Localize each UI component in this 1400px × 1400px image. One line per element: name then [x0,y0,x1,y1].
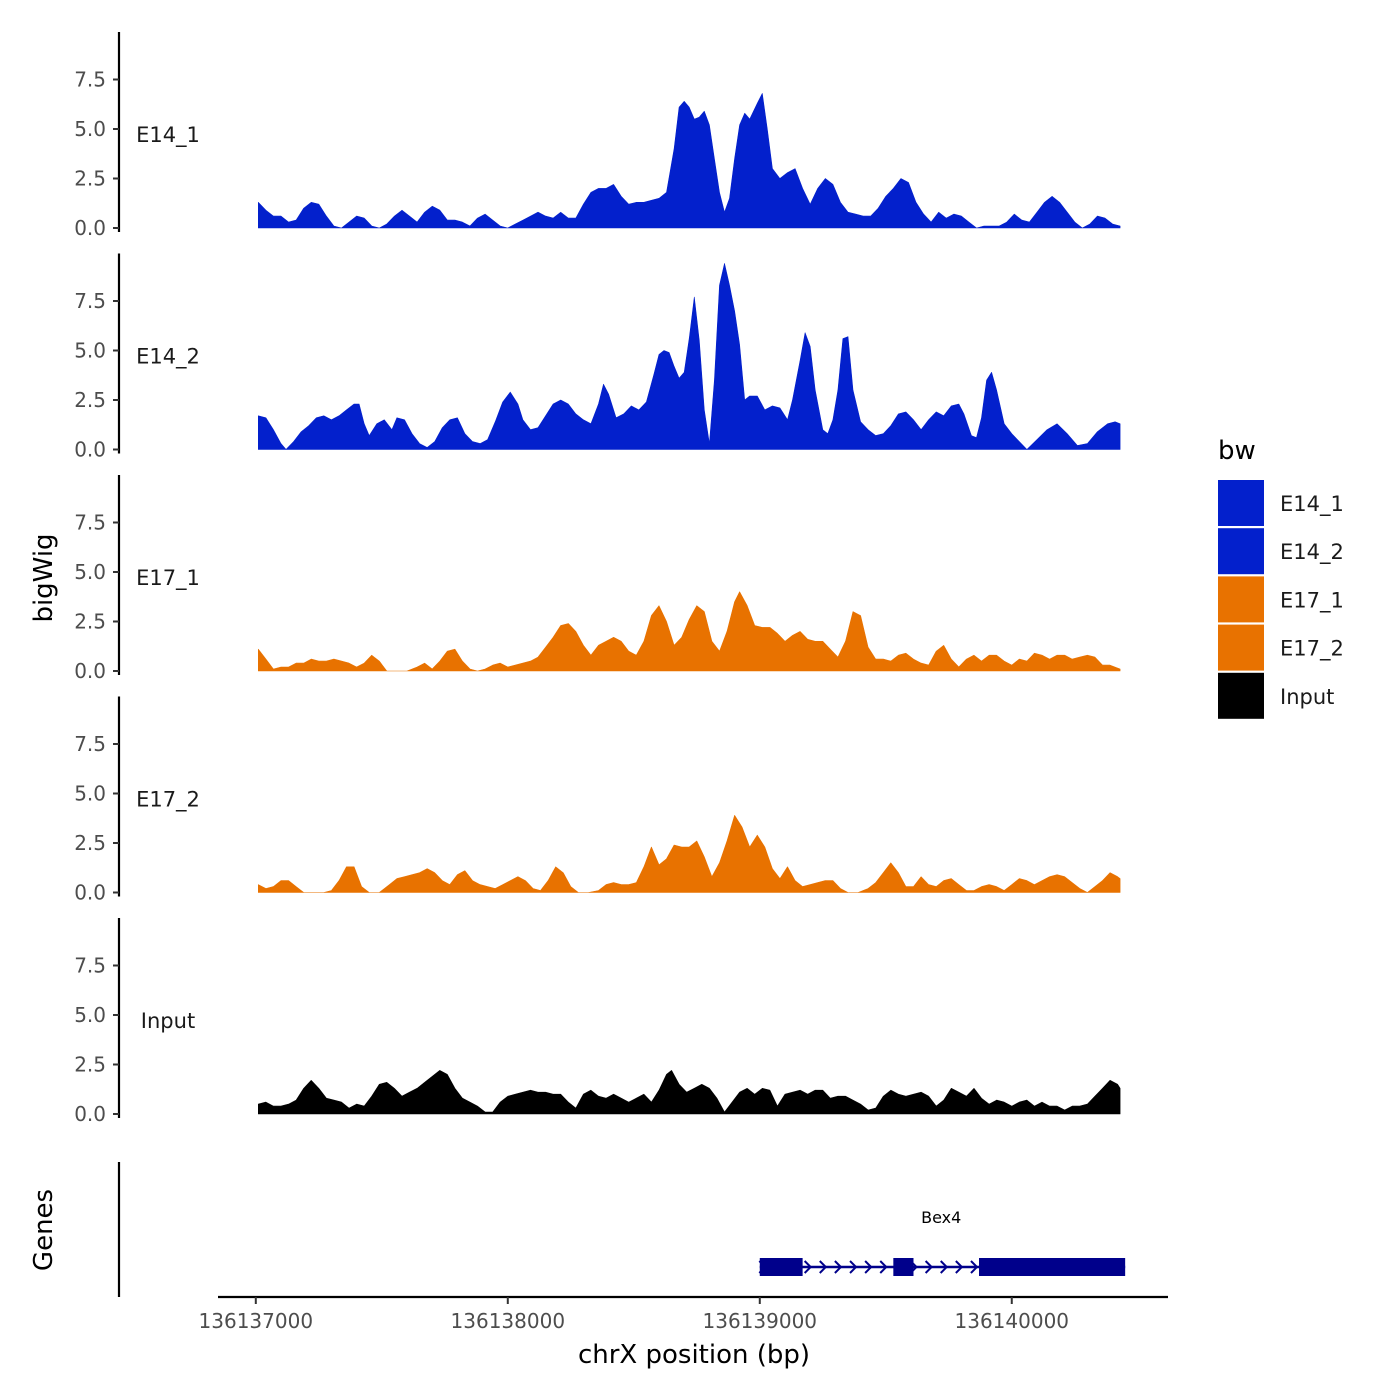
legend-swatch [1218,576,1264,623]
x-tick-label: 136139000 [703,1309,818,1333]
legend-label: E14_2 [1280,540,1344,565]
track-Input: 0.0 2.5 5.0 7.5 Input [74,918,1121,1126]
legend: bw E14_1 E14_2 E17_1 E17_2 Input [1218,436,1344,719]
legend-item-Input: Input [1218,672,1334,719]
track-label-Input: Input [141,1009,195,1033]
track-E17_2: 0.0 2.5 5.0 7.5 E17_2 [74,696,1121,905]
strand-arrow-icon [834,1260,843,1274]
strand-arrow-icon [864,1260,873,1274]
track-label-E17_1: E17_1 [136,566,200,591]
y-tick-label: 5.0 [74,117,106,141]
signal-area-E14_2 [258,263,1121,450]
genes-axis-title-text: Genes [29,1189,59,1271]
y-tick-label: 7.5 [74,511,106,535]
y-tick-label: 0.0 [74,881,106,905]
legend-swatch [1218,672,1264,719]
legend-swatch [1218,528,1264,575]
strand-arrow-icon [970,1260,979,1274]
x-axis: 136137000 136138000 136139000 136140000 [199,1295,1168,1333]
y-tick-label: 7.5 [74,289,106,313]
strand-arrow-icon [940,1260,949,1274]
signal-area-E14_1 [258,93,1121,229]
gene-exon [893,1258,914,1276]
signal-area-Input [258,1070,1121,1115]
legend-item-E17_1: E17_1 [1218,576,1344,623]
y-tick-label: 7.5 [74,954,106,978]
y-tick-label: 0.0 [74,438,106,462]
y-tick-label: 2.5 [74,610,106,634]
strand-arrow-icon [879,1260,888,1274]
legend-title: bw [1218,436,1256,466]
y-tick-label: 7.5 [74,68,106,92]
track-label-E17_2: E17_2 [136,788,200,813]
gene-Bex4: Bex4 [758,1208,1126,1276]
strand-arrow-icon [924,1260,934,1274]
signal-area-E17_2 [258,815,1121,893]
y-tick-label: 2.5 [74,831,106,855]
y-tick-label: 0.0 [74,216,106,240]
gene-exon [979,1258,1126,1276]
legend-label: E17_1 [1280,588,1344,613]
genes-panel: Bex4 [117,1162,1126,1297]
strand-arrow-icon [849,1260,858,1274]
y-tick-label: 5.0 [74,782,106,806]
y-tick-label: 5.0 [74,560,106,584]
x-axis-title: chrX position (bp) [578,1340,810,1370]
track-E14_2: 0.0 2.5 5.0 7.5 E14_2 [74,253,1121,462]
legend-item-E14_2: E14_2 [1218,528,1344,575]
y-tick-label: 5.0 [74,1003,106,1027]
track-label-E14_2: E14_2 [136,345,200,370]
strand-arrow-icon [955,1260,964,1274]
y-tick-label: 7.5 [74,732,106,756]
track-E14_1: 0.0 2.5 5.0 7.5 E14_1 [74,32,1121,240]
legend-item-E14_1: E14_1 [1218,480,1344,526]
y-axis-title-text: bigWig [29,533,59,622]
track-E17_1: 0.0 2.5 5.0 7.5 E17_1 [74,475,1121,683]
signal-tracks: 0.0 2.5 5.0 7.5 E14_1 0.0 2.5 5.0 7.5 E14_2 0.0 2.5… [74,32,1121,1126]
legend-label: Input [1280,685,1334,709]
legend-label: E14_1 [1280,492,1344,517]
legend-label: E17_2 [1280,637,1344,662]
signal-area-E17_1 [258,591,1121,672]
y-tick-label: 0.0 [74,659,106,683]
legend-item-E17_2: E17_2 [1218,624,1344,671]
genes-axis-title: Genes [29,1189,59,1271]
y-tick-label: 5.0 [74,339,106,363]
y-axis-title: bigWig [29,533,59,622]
x-tick-label: 136140000 [955,1309,1070,1333]
gene-exon [759,1258,803,1276]
y-tick-label: 0.0 [74,1102,106,1126]
y-tick-label: 2.5 [74,167,106,191]
x-tick-label: 136138000 [451,1309,566,1333]
y-tick-label: 2.5 [74,1053,106,1077]
track-label-E14_1: E14_1 [136,123,200,148]
strand-arrow-icon [819,1260,828,1274]
legend-swatch [1218,480,1264,526]
legend-swatch [1218,624,1264,671]
x-tick-label: 136137000 [199,1309,314,1333]
strand-arrow-icon [803,1260,813,1274]
gene-label: Bex4 [921,1208,961,1227]
y-tick-label: 2.5 [74,388,106,412]
